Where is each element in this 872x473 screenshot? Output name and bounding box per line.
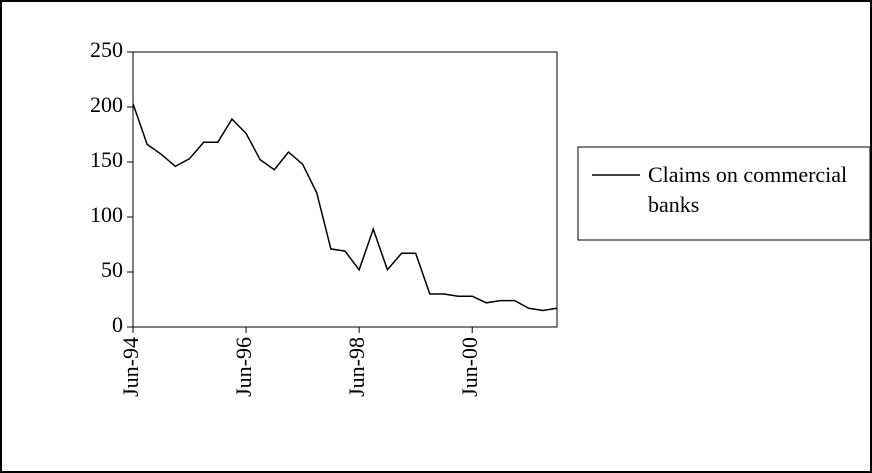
y-tick-label: 200 (90, 92, 123, 117)
legend-box (577, 146, 871, 241)
x-tick-label: Jun-94 (118, 337, 143, 397)
series-line (132, 103, 558, 312)
y-tick-label: 100 (90, 202, 123, 227)
x-tick-label: Jun-96 (231, 337, 256, 397)
y-tick-label: 150 (90, 147, 123, 172)
y-tick-label: 250 (90, 37, 123, 62)
plot-frame (132, 51, 558, 328)
legend-label: Claims on commercial banks (648, 162, 848, 217)
y-tick-label: 50 (101, 257, 123, 282)
x-tick-label: Jun-98 (344, 337, 369, 397)
y-tick-label: 0 (112, 312, 123, 337)
x-tick-label: Jun-00 (457, 337, 482, 397)
